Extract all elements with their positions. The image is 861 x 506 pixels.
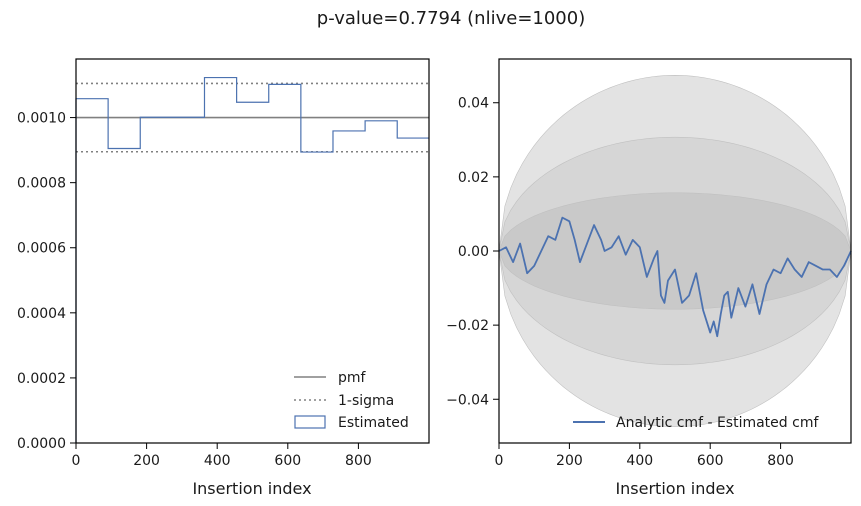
pmf-x-tick-label: 0 xyxy=(72,453,81,469)
legend-estimated-label: Estimated xyxy=(338,415,409,431)
cmf-y-tick-label: 0.00 xyxy=(458,244,489,260)
pmf-legend: pmf 1-sigma Estimated xyxy=(294,370,409,431)
legend-pmf-label: pmf xyxy=(338,370,367,386)
cmf-plot-area xyxy=(498,75,852,427)
pmf-y-tick-label: 0.0004 xyxy=(17,306,66,322)
legend-cmf-diff-label: Analytic cmf - Estimated cmf xyxy=(616,415,819,431)
pmf-x-tick-label: 600 xyxy=(274,453,301,469)
pmf-y-tick-label: 0.0000 xyxy=(17,436,66,452)
pmf-y-tick-label: 0.0008 xyxy=(17,176,66,192)
legend-1-sigma-label: 1-sigma xyxy=(338,393,394,409)
sigma-1-band xyxy=(498,192,852,310)
estimated-step-histogram xyxy=(75,76,429,443)
figure-title: p-value=0.7794 (nlive=1000) xyxy=(317,8,585,29)
cmf-y-tick-label: −0.02 xyxy=(446,318,489,334)
cmf-x-tick-label: 400 xyxy=(626,453,653,469)
pmf-x-axis: 0 200 400 600 800 xyxy=(72,443,372,469)
cmf-x-tick-label: 200 xyxy=(556,453,583,469)
cmf-panel: 0 200 400 600 800 −0.04 −0.02 0.00 0.02 0.04 Ins… xyxy=(446,58,852,498)
pmf-y-tick-label: 0.0002 xyxy=(17,371,66,387)
cmf-x-axis-label: Insertion index xyxy=(615,479,734,498)
cmf-y-tick-label: 0.02 xyxy=(458,170,489,186)
pmf-plot-area xyxy=(75,76,429,443)
pmf-panel: 0 200 400 600 800 0.00000.00020.00040.00060.… xyxy=(17,58,430,498)
legend-estimated-swatch xyxy=(294,415,326,429)
pmf-axes-frame xyxy=(75,58,430,444)
pmf-x-tick-label: 200 xyxy=(133,453,160,469)
pmf-y-axis: 0.0000 0.0002 0.0004 0.0006 0.0008 0.0010 xyxy=(17,111,76,452)
pmf-x-tick-label: 400 xyxy=(204,453,231,469)
cmf-legend: Analytic cmf - Estimated cmf xyxy=(573,415,819,431)
cmf-x-tick-label: 600 xyxy=(697,453,724,469)
pmf-y-tick-label: 0.0010 xyxy=(17,111,66,127)
pmf-y-tick-label: 0.0006 xyxy=(17,241,66,257)
cmf-x-axis: 0 200 400 600 800 xyxy=(495,443,794,469)
cmf-axes-frame xyxy=(498,58,852,444)
cmf-y-tick-label: −0.04 xyxy=(446,392,489,408)
cmf-x-tick-label: 800 xyxy=(767,453,794,469)
cmf-y-tick-label: 0.04 xyxy=(458,96,489,112)
cmf-y-axis: −0.04 −0.02 0.00 0.02 0.04 xyxy=(446,96,499,408)
pmf-x-tick-label: 800 xyxy=(345,453,372,469)
cmf-difference-line xyxy=(498,216,852,338)
cmf-x-tick-label: 0 xyxy=(495,453,504,469)
pmf-x-axis-label: Insertion index xyxy=(192,479,311,498)
